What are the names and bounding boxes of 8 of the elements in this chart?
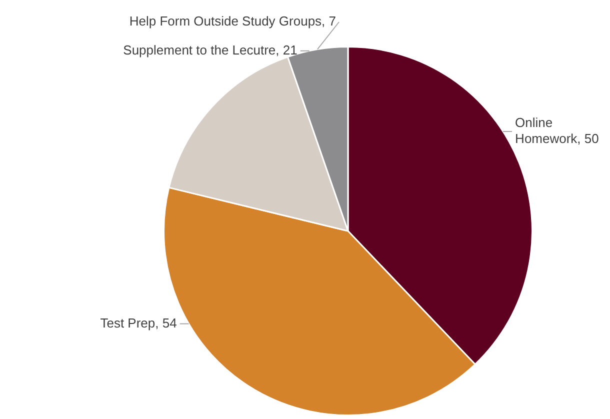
data-label: , 7 xyxy=(322,14,336,29)
data-label: , 21 xyxy=(276,42,298,58)
data-label: , 50 xyxy=(577,131,599,146)
slice-label: Help Form Outside Study Groups xyxy=(129,14,322,29)
slice-label: Test Prep xyxy=(100,315,156,330)
slice-label: Supplement to the Lecutre xyxy=(123,42,276,58)
data-label: , 54 xyxy=(155,315,177,330)
slice-label: Online Homework xyxy=(515,115,578,146)
